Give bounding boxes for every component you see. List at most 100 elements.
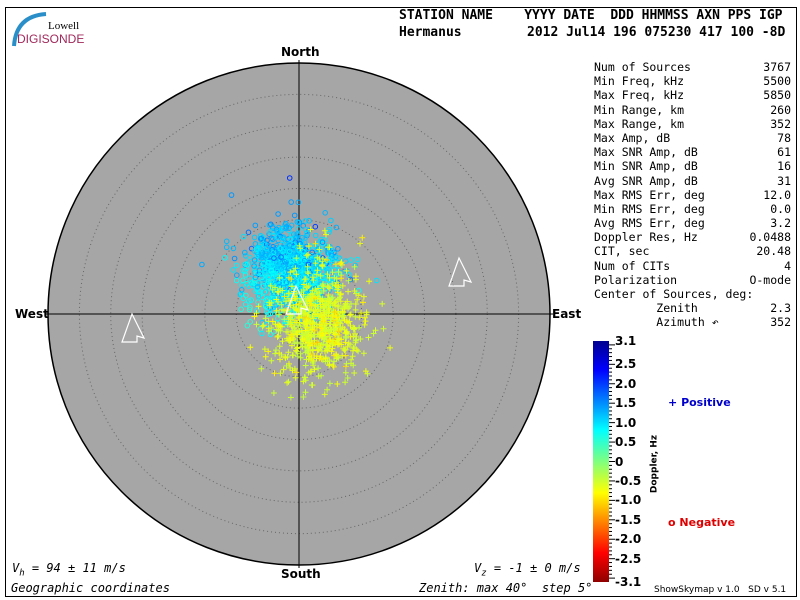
positive-source-point (330, 363, 337, 370)
stat-label: Min Freq, kHz (594, 74, 685, 89)
positive-source-point (291, 327, 297, 334)
stat-label: Zenith (594, 301, 698, 316)
positive-source-point (293, 271, 300, 278)
positive-source-point (314, 308, 321, 315)
negative-source-point (269, 247, 276, 253)
positive-source-point (271, 370, 278, 377)
negative-source-point (271, 255, 277, 261)
negative-source-point (275, 260, 281, 267)
negative-source-point (252, 241, 259, 247)
negative-source-point (238, 287, 245, 293)
positive-source-point (268, 324, 275, 331)
negative-source-point (268, 259, 275, 266)
positive-source-point (379, 300, 386, 307)
positive-source-point (313, 288, 320, 295)
negative-source-point (258, 235, 265, 241)
negative-source-point (295, 219, 302, 226)
negative-source-point (328, 252, 335, 259)
positive-source-point (305, 298, 312, 304)
stat-row: Max Freq, kHz 5850 (594, 88, 791, 102)
positive-source-point (305, 243, 312, 250)
north-label: North (281, 45, 320, 59)
stat-label: Min SNR Amp, dB (594, 159, 698, 174)
negative-source-point (247, 275, 253, 282)
positive-source-point (309, 360, 316, 366)
positive-source-point (293, 369, 300, 376)
positive-source-point (334, 289, 341, 296)
east-label: East (552, 307, 582, 321)
positive-source-point (306, 319, 313, 326)
positive-source-point (274, 288, 281, 295)
stats-panel: Num of Sources 3767 Min Freq, kHz 5500 Max F… (594, 60, 791, 330)
positive-source-point (345, 319, 352, 326)
negative-source-point (252, 259, 259, 266)
negative-source-point (252, 274, 259, 281)
negative-source-point (281, 235, 287, 242)
zenith-label: Zenith: max 40° step 5° (419, 581, 593, 595)
negative-source-point (267, 310, 274, 317)
positive-source-point (323, 257, 330, 263)
arrow-icon (285, 284, 310, 315)
positive-source-point (275, 298, 281, 305)
positive-source-point (293, 255, 300, 262)
positive-source-point (291, 324, 298, 331)
positive-source-point (360, 299, 366, 306)
positive-source-point (366, 278, 373, 285)
stat-row: Avg SNR Amp, dB 31 (594, 174, 791, 188)
positive-source-point (333, 314, 340, 321)
positive-source-point (316, 290, 323, 296)
positive-source-point (334, 303, 341, 310)
arrow-icon (448, 256, 473, 287)
positive-source-point (339, 312, 346, 319)
stat-row: Min SNR Amp, dB 16 (594, 159, 791, 173)
positive-source-point (275, 289, 282, 296)
colorbar-tick-label: 2.5 (615, 357, 637, 372)
positive-source-point (302, 389, 309, 396)
negative-source-point (228, 192, 235, 198)
positive-source-point (317, 272, 324, 279)
positive-source-point (321, 336, 327, 343)
stat-row: Max Amp, dB 78 (594, 131, 791, 145)
positive-source-point (331, 325, 337, 332)
stat-value: 61 (777, 145, 791, 160)
positive-source-point (324, 271, 331, 278)
positive-source-point (311, 311, 318, 318)
stat-label: Polarization (594, 272, 678, 287)
colorbar-tick-label: 2.0 (615, 376, 637, 391)
negative-source-point (302, 218, 309, 224)
negative-source-point (287, 236, 294, 242)
positive-source-point (356, 324, 363, 331)
positive-source-point (351, 288, 358, 294)
positive-source-point (260, 322, 267, 329)
colorbar (593, 341, 609, 582)
positive-source-point (351, 263, 358, 270)
negative-source-point (242, 301, 249, 308)
positive-source-point (318, 356, 325, 363)
positive-source-point (288, 276, 295, 283)
positive-source-point (310, 315, 317, 322)
positive-source-point (324, 386, 331, 393)
negative-source-point (278, 265, 285, 272)
legend-positive-label: Positive (681, 396, 731, 409)
stat-row: Center of Sources, deg: (594, 287, 791, 301)
stat-value: 31 (777, 173, 791, 188)
positive-source-point (270, 390, 277, 396)
positive-source-point (262, 315, 269, 322)
positive-source-point (360, 293, 367, 300)
negative-source-point (260, 260, 267, 267)
negative-source-point (230, 267, 237, 273)
logo-line2: DIGISONDE (17, 32, 85, 46)
positive-source-point (324, 347, 330, 354)
positive-source-point (352, 330, 358, 337)
negative-source-point (335, 246, 341, 252)
positive-source-point (319, 282, 326, 289)
vz-sub: z (481, 568, 487, 579)
stat-label: Min RMS Err, deg (594, 201, 705, 216)
negative-source-point (268, 267, 275, 274)
negative-source-point (255, 293, 262, 300)
positive-source-point (345, 288, 352, 295)
stat-value: 352 (770, 116, 791, 131)
positive-source-point (315, 373, 322, 380)
positive-source-point (297, 354, 304, 361)
negative-source-point (258, 236, 264, 242)
